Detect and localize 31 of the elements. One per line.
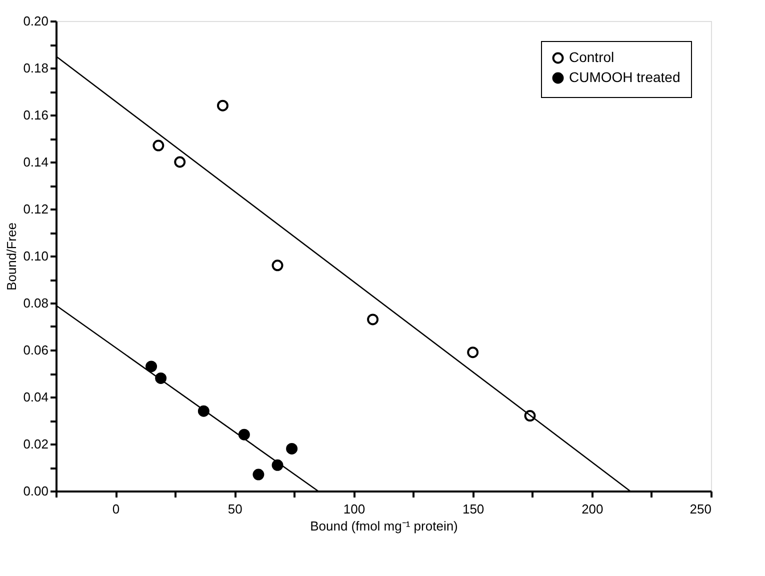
point (216, 100, 228, 112)
x-tick-label: 50 (228, 502, 242, 516)
x-tick-label: 200 (582, 502, 604, 516)
point (146, 360, 158, 372)
point (286, 442, 298, 454)
point (367, 314, 379, 326)
legend-label: CUMOOH treated (569, 69, 680, 85)
x-axis-title: Bound (fmol mg⁻¹ protein) (310, 518, 458, 534)
y-tick-label: 0.02 (23, 436, 48, 452)
y-tick-label: 0.12 (23, 202, 48, 216)
x-tick-label: 150 (462, 502, 484, 516)
point (174, 156, 186, 168)
point (152, 140, 164, 152)
y-tick-label: 0.04 (23, 390, 48, 404)
y-tick-label: 0.08 (23, 296, 48, 310)
point (272, 260, 284, 272)
y-tick-label: 0.14 (23, 154, 48, 170)
y-tick-label: 0.16 (23, 108, 48, 122)
y-tick-label: 0.06 (23, 342, 48, 358)
y-tick-label: 0.18 (23, 60, 48, 76)
x-tick-label: 250 (690, 502, 712, 516)
y-axis-title: Bound/Free (4, 222, 20, 290)
y-tick-label: 0.10 (23, 248, 48, 264)
x-tick-label: 0 (112, 502, 120, 516)
point (467, 346, 479, 358)
y-tick-label: 0.00 (23, 484, 48, 498)
legend-label: Control (569, 49, 614, 65)
x-tick-label: 100 (343, 502, 366, 516)
y-tick-label: 0.20 (23, 14, 48, 28)
point (238, 428, 250, 440)
point (252, 468, 264, 480)
